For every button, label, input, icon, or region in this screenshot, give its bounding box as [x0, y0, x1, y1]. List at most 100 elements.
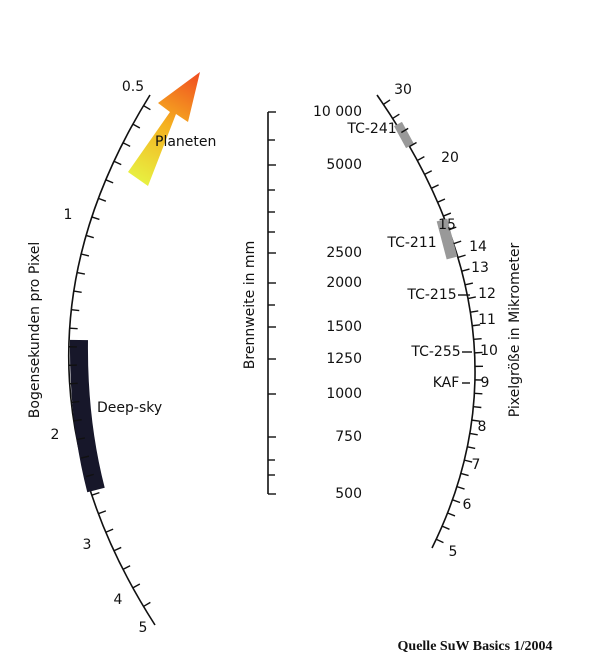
camera-label: TC-255 [410, 344, 460, 360]
tick [470, 310, 479, 313]
tick [132, 583, 141, 589]
camera-label: TC-215 [406, 287, 456, 303]
tick-label: 750 [335, 429, 362, 445]
tick [424, 170, 433, 176]
tick [469, 432, 478, 436]
tick-label: 14 [469, 239, 487, 255]
tick-label: 9 [481, 375, 490, 391]
axis-label: Pixelgröße in Mikrometer [507, 242, 523, 417]
tick [113, 160, 122, 166]
tick [473, 406, 482, 409]
tick [76, 271, 86, 275]
tick [122, 565, 131, 570]
tick [447, 512, 456, 517]
camera-label: KAF [433, 375, 460, 391]
tick [85, 234, 94, 239]
tick-label: 5 [449, 544, 458, 560]
tick [76, 437, 86, 441]
tick [453, 240, 462, 245]
axis-label: Bogensekunden pro Pixel [27, 242, 43, 418]
tick [71, 400, 80, 404]
deep-sky-band [69, 339, 105, 493]
camera-band [436, 218, 458, 260]
tick-label: 20 [441, 150, 459, 166]
tick-label: 1500 [326, 319, 362, 335]
tick [471, 419, 480, 422]
band-label: Deep-sky [97, 400, 162, 416]
tick [464, 459, 473, 463]
tick-label: 11 [478, 312, 496, 328]
tick [73, 290, 82, 294]
tick [452, 499, 461, 504]
tick-label: 5000 [326, 157, 362, 173]
tick-label: 15 [438, 217, 456, 233]
tick-label: 3 [83, 537, 92, 553]
tick-label: 1 [64, 207, 73, 223]
tick [98, 510, 107, 515]
tick-label: 10 000 [313, 104, 362, 120]
tick [69, 327, 78, 330]
tick-label: 5 [139, 620, 148, 636]
tick [113, 546, 122, 552]
tick [71, 308, 80, 312]
tick [143, 601, 151, 608]
camera-label: TC-211 [386, 235, 436, 251]
tick-label: 2000 [326, 275, 362, 291]
tick-label: 30 [394, 82, 412, 98]
tick-label: 1000 [326, 386, 362, 402]
tick-label: 7 [472, 457, 481, 473]
tick [143, 104, 151, 111]
tick [431, 184, 439, 189]
tick [400, 127, 409, 134]
tick [91, 491, 100, 496]
band-label: Planeten [155, 134, 216, 150]
axis-label: Brennweite in mm [242, 241, 258, 369]
tick [467, 446, 476, 450]
tick [472, 324, 481, 327]
tick-label: 12 [478, 286, 496, 302]
tick [464, 282, 474, 286]
tick-label: 2500 [326, 245, 362, 261]
tick [457, 254, 466, 259]
tick [416, 156, 425, 162]
tick-label: 6 [463, 497, 472, 513]
tick-label: 8 [478, 419, 487, 435]
tick [460, 472, 469, 477]
tick [80, 253, 90, 257]
tick [437, 198, 446, 203]
tick [383, 99, 391, 105]
tick [91, 216, 100, 221]
tick [409, 141, 417, 148]
tick [435, 538, 444, 544]
right-arc [376, 94, 476, 549]
tick [132, 123, 141, 129]
camera-band [394, 121, 414, 149]
tick [122, 142, 131, 147]
tick-label: 2 [51, 427, 60, 443]
tick [448, 226, 457, 231]
tick-label: 0.5 [122, 79, 144, 95]
tick [392, 113, 400, 120]
tick [443, 212, 452, 217]
tick-label: 10 [480, 343, 498, 359]
tick [98, 197, 107, 202]
tick-label: 1250 [326, 351, 362, 367]
tick-label: 4 [114, 592, 123, 608]
tick [473, 337, 482, 341]
tick [105, 528, 114, 533]
source: Quelle SuW Basics 1/2004 [398, 639, 553, 654]
tick [105, 179, 114, 184]
tick [467, 296, 476, 300]
planets-arrow [128, 72, 200, 186]
tick [461, 268, 470, 272]
tick [73, 419, 82, 422]
tick-label: 13 [471, 260, 489, 276]
tick [80, 455, 90, 459]
camera-label: TC-241 [346, 121, 396, 137]
tick [69, 382, 78, 385]
tick [441, 525, 450, 530]
tick-label: 500 [335, 486, 362, 502]
tick [456, 485, 465, 490]
tick [85, 473, 94, 478]
